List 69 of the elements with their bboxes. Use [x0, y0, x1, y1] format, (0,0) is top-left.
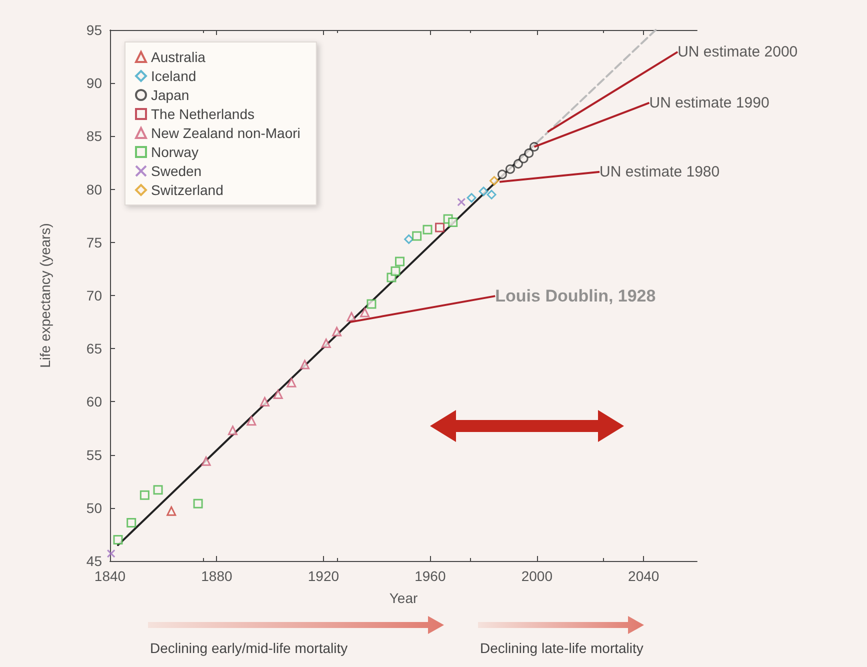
x-tick-label: 1880 [201, 568, 233, 584]
point [448, 217, 458, 227]
legend-label: Sweden [151, 163, 202, 179]
point [360, 308, 370, 318]
y-axis-title: Life expectancy (years) [37, 223, 53, 368]
point [228, 426, 238, 436]
y-tick-label: 45 [86, 553, 102, 569]
y-tick-label: 65 [86, 340, 102, 357]
point [332, 326, 342, 336]
annotation: UN estimate 2000 [678, 43, 798, 60]
text: Declining late-life mortality [480, 640, 644, 656]
point [166, 506, 176, 516]
point [126, 518, 136, 528]
point [113, 535, 123, 545]
point [518, 154, 528, 164]
point [201, 456, 211, 466]
legend-label: New Zealand non-Maori [151, 125, 300, 141]
y-tick-label: 75 [86, 234, 102, 250]
text: Declining early/mid-life mortality [150, 640, 348, 656]
legend-label: Iceland [151, 68, 196, 84]
x-tick-label: 1920 [308, 568, 340, 584]
point [497, 170, 507, 180]
point [422, 224, 432, 234]
x-tick-label: 2040 [628, 568, 660, 584]
x-tick-label: 2000 [521, 568, 553, 584]
legend-label: Switzerland [151, 182, 224, 198]
x-tick-label: 1840 [94, 568, 126, 584]
point [106, 549, 116, 558]
point [505, 164, 515, 174]
y-tick-label: 70 [86, 288, 102, 304]
legend-label: Japan [151, 87, 190, 103]
annotation: UN estimate 1980 [600, 163, 720, 180]
point [435, 222, 445, 232]
point [457, 198, 466, 206]
y-tick-label: 50 [86, 500, 102, 516]
point [246, 416, 256, 426]
point [273, 390, 283, 400]
x-axis-title: Year [389, 590, 418, 606]
point [478, 186, 488, 196]
legend-label: Australia [151, 49, 206, 65]
point [300, 360, 310, 370]
point [140, 490, 150, 500]
legend-label: Norway [151, 144, 198, 160]
point [404, 234, 414, 244]
point [390, 266, 400, 276]
y-tick-label: 95 [86, 22, 102, 38]
annotation: UN estimate 1990 [649, 94, 770, 112]
point [346, 312, 356, 322]
legend-label: The Netherlands [151, 106, 255, 122]
point [153, 485, 163, 495]
y-tick-label: 85 [86, 128, 102, 144]
point [321, 338, 331, 348]
point [489, 176, 499, 186]
point [513, 159, 523, 169]
x-tick-label: 1960 [414, 568, 446, 584]
point [524, 148, 534, 158]
y-tick-label: 80 [86, 181, 102, 198]
annotation: Louis Doublin, 1928 [495, 286, 656, 306]
point [466, 193, 476, 203]
point [260, 396, 270, 406]
y-tick-label: 60 [86, 394, 102, 410]
y-tick-label: 90 [86, 75, 102, 92]
point [412, 231, 422, 241]
point [193, 498, 203, 508]
point [366, 299, 376, 309]
y-tick-label: 55 [86, 446, 102, 463]
point [486, 190, 496, 200]
point [286, 378, 296, 388]
point [395, 256, 405, 266]
